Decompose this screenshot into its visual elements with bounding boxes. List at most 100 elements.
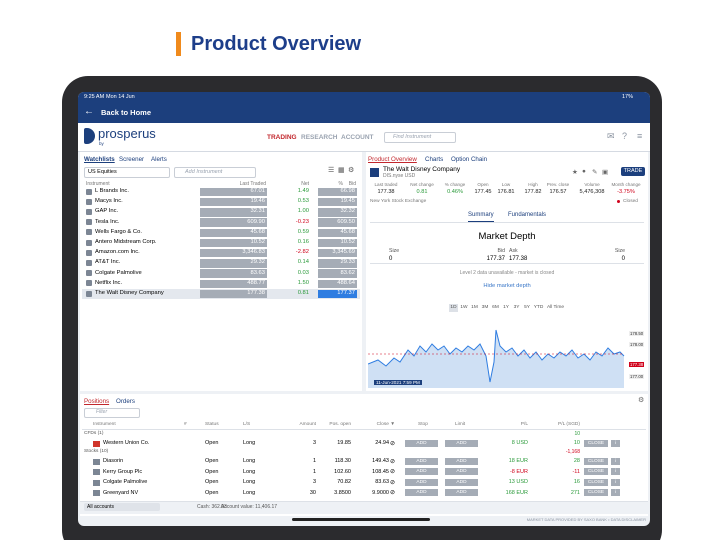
product-tab[interactable]: Product Overview: [368, 156, 417, 163]
instrument-name[interactable]: The Walt Disney Company: [95, 290, 164, 296]
instrument-name[interactable]: Tesla Inc.: [95, 218, 120, 225]
row-icon: [93, 440, 100, 447]
instrument-name[interactable]: Colgate Palmolive: [95, 269, 142, 276]
period-button[interactable]: 5Y: [524, 305, 530, 310]
instrument-name[interactable]: GAP Inc.: [95, 208, 119, 215]
add-button[interactable]: ADD: [445, 457, 478, 465]
column-header: Instrument: [86, 181, 110, 187]
add-button[interactable]: ADD: [405, 468, 438, 475]
instrument-name[interactable]: Diasorin: [103, 458, 124, 464]
logo: prosperus: [98, 126, 156, 141]
add-button[interactable]: ADD: [445, 478, 478, 486]
instrument-name[interactable]: Netflix Inc.: [95, 279, 123, 286]
positions-tab[interactable]: Orders: [116, 398, 135, 405]
add-button[interactable]: ADD: [405, 478, 438, 486]
bid-box: [318, 197, 357, 207]
subtab[interactable]: Summary: [468, 212, 494, 222]
close-button[interactable]: CLOSE: [584, 489, 608, 496]
depth-link[interactable]: Hide market depth: [483, 283, 531, 289]
period-button[interactable]: 1Y: [503, 305, 509, 310]
last-box: [200, 228, 267, 238]
page-title: Product Overview: [191, 33, 362, 55]
product-tab[interactable]: Option Chain: [451, 156, 488, 163]
last-traded: 45.68: [250, 228, 265, 235]
add-button[interactable]: ADD: [405, 439, 438, 447]
period-button[interactable]: 3M: [481, 305, 489, 310]
stat-label: Prev. close: [546, 182, 570, 187]
add-button[interactable]: ADD: [445, 468, 478, 475]
stat-label: Open: [477, 182, 489, 187]
trade-button[interactable]: TRADE: [621, 167, 645, 176]
filter-text[interactable]: Filter: [96, 409, 108, 415]
instrument-name[interactable]: Colgate Palmolive: [103, 479, 148, 485]
watchlist-tab[interactable]: Watchlists: [84, 156, 115, 163]
product-action[interactable]: ★: [572, 169, 578, 176]
toolbar-icon[interactable]: ?: [622, 131, 628, 141]
view-icon[interactable]: ⚙: [348, 167, 355, 174]
stat-label: Volume: [584, 182, 600, 187]
filter-box[interactable]: [84, 408, 140, 418]
subtab[interactable]: Fundamentals: [508, 212, 547, 218]
pl-sgd: 28: [573, 458, 580, 464]
add-button[interactable]: ADD: [445, 439, 478, 447]
product-symbol: DIS.nyse USD: [383, 173, 416, 179]
toolbar-icon[interactable]: ✉: [607, 131, 615, 141]
close-button[interactable]: CLOSE: [584, 478, 608, 486]
instrument-name[interactable]: Western Union Co.: [103, 440, 150, 446]
period-button[interactable]: 6M: [492, 305, 499, 310]
add-text[interactable]: Add Instrument: [185, 168, 223, 175]
close-button[interactable]: CLOSE: [584, 439, 608, 447]
close-button[interactable]: CLOSE: [584, 457, 608, 465]
period-button[interactable]: 1W: [460, 305, 468, 310]
instrument-name[interactable]: Wells Fargo & Co.: [95, 228, 142, 235]
period-button[interactable]: YTD: [533, 305, 544, 310]
period-button[interactable]: All Time: [546, 305, 565, 310]
add-button[interactable]: ADD: [445, 489, 478, 496]
product-action[interactable]: ▣: [602, 169, 609, 176]
period-button[interactable]: 1D: [449, 304, 458, 312]
product-tab[interactable]: Charts: [425, 156, 444, 163]
more-button[interactable]: i: [611, 478, 620, 486]
period-button[interactable]: 1M: [471, 305, 478, 310]
instrument-name[interactable]: L Brands Inc.: [95, 188, 129, 194]
more-button[interactable]: i: [611, 439, 620, 447]
app-tab[interactable]: RESEARCH: [301, 134, 338, 141]
stat-value: 176.57: [549, 189, 567, 195]
close-button[interactable]: CLOSE: [584, 468, 608, 475]
accounts-select[interactable]: [84, 503, 160, 511]
product-action[interactable]: ●: [582, 168, 586, 175]
app-tab[interactable]: TRADING: [267, 134, 297, 141]
back-button[interactable]: Back to Home: [101, 108, 152, 117]
watchlist-tab[interactable]: Screener: [119, 156, 145, 163]
search-box[interactable]: [384, 132, 456, 143]
list-select[interactable]: [84, 167, 170, 178]
watchlist-tab[interactable]: Alerts: [151, 156, 167, 163]
instrument-name[interactable]: Antero Midstream Corp.: [95, 239, 157, 245]
more-button[interactable]: i: [611, 489, 620, 496]
view-icon[interactable]: ▦: [338, 167, 345, 174]
instrument-name[interactable]: Greenyard NV: [103, 489, 139, 496]
app-tab[interactable]: ACCOUNT: [341, 134, 374, 141]
add-box[interactable]: [174, 167, 256, 178]
settings-icon[interactable]: ⚙: [638, 397, 645, 404]
toolbar-icon[interactable]: ≡: [637, 131, 643, 141]
pos-open: 19.85: [337, 440, 351, 446]
more-button[interactable]: i: [611, 457, 620, 465]
depth-header: Size: [614, 248, 625, 254]
list-name[interactable]: US Equities: [88, 168, 117, 175]
add-button[interactable]: ADD: [405, 489, 438, 496]
depth-value: 0: [621, 255, 625, 262]
period-button[interactable]: 3Y: [513, 305, 520, 310]
instrument-name[interactable]: Amazon.com Inc.: [95, 249, 140, 256]
view-icon[interactable]: ☰: [328, 167, 335, 174]
more-button[interactable]: i: [611, 468, 620, 475]
accounts[interactable]: All accounts: [87, 504, 114, 510]
bid-box: [318, 279, 357, 289]
product-action[interactable]: ✎: [592, 169, 598, 176]
instrument-name[interactable]: AT&T Inc.: [95, 259, 121, 266]
add-button[interactable]: ADD: [405, 457, 438, 465]
positions-tab[interactable]: Positions: [84, 398, 110, 405]
search-text[interactable]: Find Instrument: [393, 133, 432, 140]
instrument-name[interactable]: Kerry Group Plc: [103, 468, 143, 475]
instrument-name[interactable]: Macys Inc.: [95, 198, 123, 205]
